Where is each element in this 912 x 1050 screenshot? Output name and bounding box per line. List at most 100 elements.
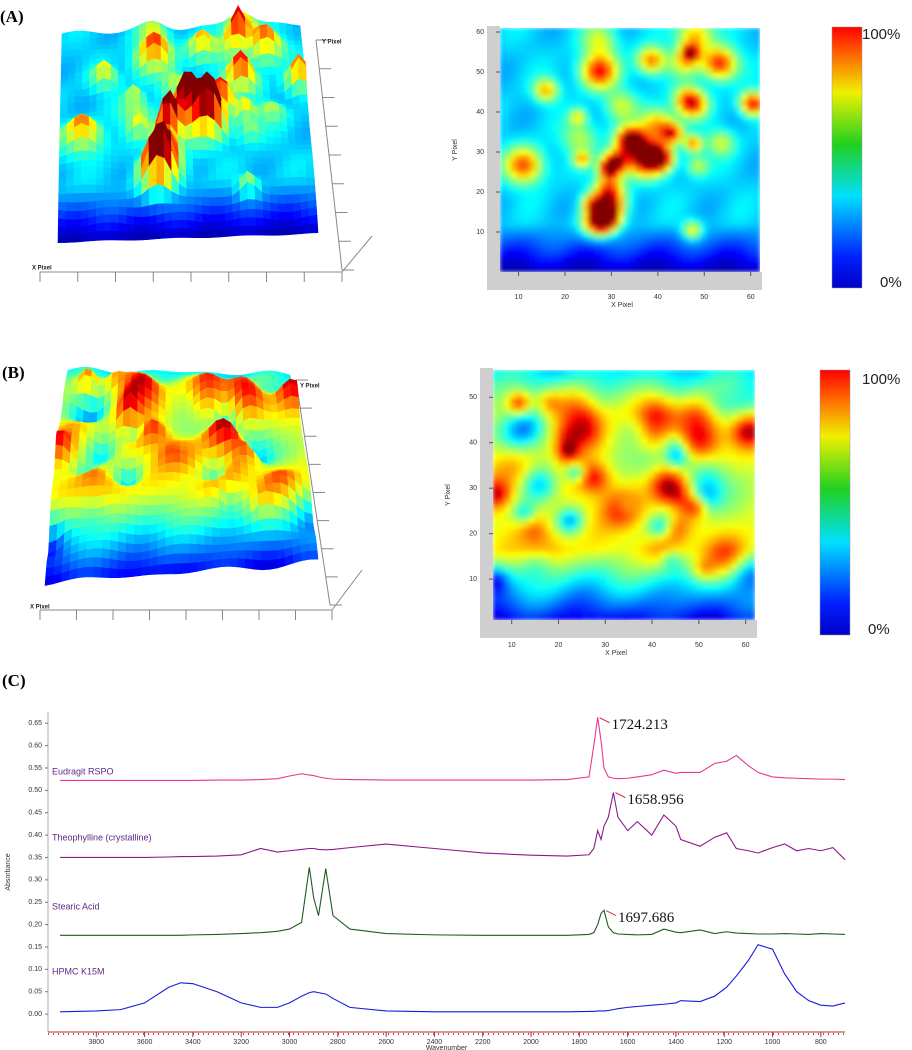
- surface-facet: [103, 154, 112, 163]
- heatmap-cell: [605, 386, 613, 394]
- heatmap-cell: [747, 221, 755, 228]
- heatmap-cell: [718, 232, 725, 240]
- surface-facet: [87, 518, 97, 528]
- heatmap-cell: [570, 415, 577, 422]
- heatmap-cell: [500, 121, 507, 129]
- heatmap-cell: [529, 210, 536, 217]
- heatmap-cell: [742, 370, 750, 376]
- heatmap-cell: [653, 432, 661, 439]
- heatmap-cell: [588, 88, 595, 95]
- surface-facet: [253, 169, 262, 177]
- heatmap-cell: [689, 392, 696, 399]
- heatmap-cell: [510, 409, 518, 416]
- heatmap-cell: [676, 238, 684, 245]
- surface-facet: [146, 91, 155, 99]
- heatmap-cell: [582, 66, 589, 73]
- heatmap-cell: [753, 110, 760, 118]
- heatmap-cell: [564, 66, 572, 73]
- heatmap-cell: [659, 144, 666, 151]
- heatmap-cell: [600, 127, 607, 134]
- heatmap-cell: [588, 49, 595, 57]
- heatmap-cell: [635, 409, 643, 416]
- heatmap-cell: [605, 420, 613, 428]
- surface-facet: [93, 557, 103, 568]
- heatmap-cell: [700, 33, 708, 40]
- heatmap-cell: [617, 375, 625, 382]
- heatmap-cell: [558, 72, 566, 79]
- heatmap-cell: [730, 72, 737, 79]
- heatmap-cell: [623, 199, 631, 206]
- surface-facet: [95, 230, 105, 241]
- surface-facet: [103, 33, 112, 40]
- surface-facet: [179, 431, 188, 437]
- heatmap-cell: [676, 66, 684, 73]
- surface-facet: [118, 231, 128, 241]
- heatmap-cell: [724, 160, 731, 167]
- heatmap-cell: [623, 166, 631, 173]
- heatmap-cell: [730, 138, 737, 145]
- heatmap-cell: [523, 177, 530, 184]
- heatmap-cell: [753, 38, 760, 45]
- heatmap-cell: [753, 205, 760, 212]
- heatmap-cell: [576, 232, 584, 240]
- heatmap-cell: [629, 28, 637, 34]
- heatmap-cell: [653, 28, 660, 34]
- heatmap-cell: [724, 116, 731, 123]
- heatmap-cell: [712, 255, 719, 262]
- heatmap-cell: [529, 249, 536, 256]
- surface-facet: [96, 485, 106, 497]
- surface-facet: [278, 212, 287, 221]
- heatmap-cell: [730, 449, 738, 456]
- heatmap-cell: [682, 127, 690, 134]
- surface-facet: [240, 225, 250, 236]
- heatmap-cell: [741, 110, 749, 118]
- heatmap-cell: [564, 392, 571, 399]
- heatmap-cell: [552, 260, 560, 267]
- heatmap-cell: [535, 188, 542, 195]
- heatmap-cell: [635, 155, 643, 162]
- heatmap-cell: [689, 409, 696, 416]
- heatmap-cell: [736, 398, 744, 405]
- heatmap-cell: [700, 238, 708, 245]
- heatmap-cell: [617, 149, 625, 156]
- heatmap-cell: [647, 443, 655, 450]
- heatmap-cell: [623, 255, 631, 262]
- heatmap-cell: [564, 370, 571, 376]
- heatmap-cell: [529, 110, 536, 118]
- heatmap-cell: [611, 266, 619, 272]
- heatmap-cell: [653, 243, 660, 251]
- heatmap-cell: [713, 415, 720, 422]
- heatmap-cell: [587, 437, 595, 445]
- heatmap-cell: [611, 127, 619, 134]
- heatmap-cell: [706, 38, 714, 45]
- heatmap-cell: [682, 243, 690, 251]
- heatmap-cell: [730, 127, 737, 134]
- heatmap-cell: [700, 94, 708, 101]
- surface-facet: [196, 506, 205, 518]
- heatmap-cell: [606, 171, 613, 179]
- heatmap-cell: [582, 99, 589, 106]
- heatmap-cell: [659, 386, 666, 394]
- heatmap-cell: [511, 72, 519, 79]
- heatmap-cell: [576, 33, 584, 40]
- heatmap-cell: [736, 127, 743, 134]
- heatmap-cell: [517, 166, 524, 173]
- heatmap-cell: [730, 33, 737, 40]
- heatmap-cell: [623, 99, 631, 106]
- heatmap-cell: [635, 443, 643, 450]
- heatmap-cell: [523, 49, 530, 57]
- heatmap-cell: [600, 177, 607, 184]
- heatmap-cell: [647, 403, 655, 411]
- heatmap-cell: [682, 110, 690, 118]
- heatmap-cell: [535, 83, 542, 90]
- heatmap-cell: [623, 370, 631, 376]
- surface-facet: [244, 142, 253, 152]
- surface-facet: [290, 395, 300, 410]
- heatmap-cell: [689, 386, 696, 394]
- surface-facet: [273, 504, 283, 521]
- heatmap-cell: [529, 77, 536, 84]
- surface-facet: [232, 218, 242, 228]
- surface-facet: [293, 30, 302, 37]
- heatmap-cell: [529, 177, 536, 184]
- surface-facet: [283, 170, 293, 179]
